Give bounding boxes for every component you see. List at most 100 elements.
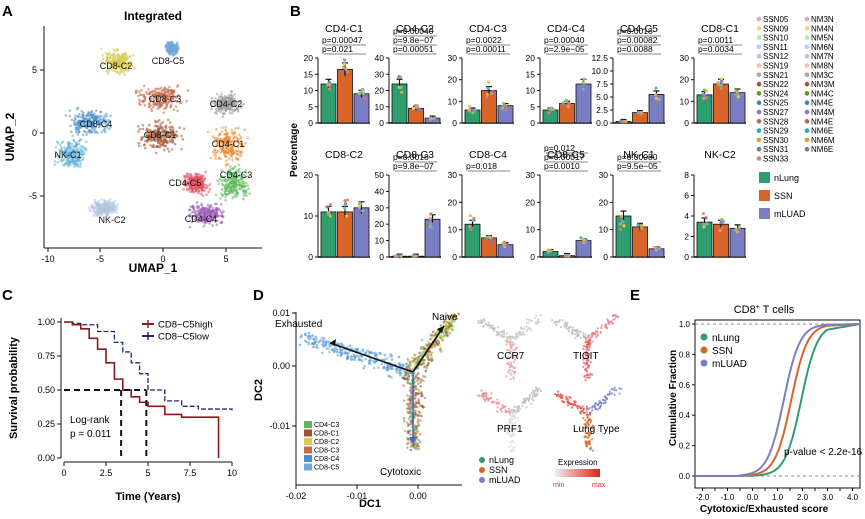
umap-point bbox=[218, 95, 221, 98]
bar-sample-dot bbox=[468, 214, 473, 218]
traj-point bbox=[448, 331, 452, 335]
feature-point bbox=[523, 327, 526, 330]
umap-point bbox=[233, 97, 236, 101]
umap-point bbox=[68, 114, 71, 118]
umap-point bbox=[160, 101, 164, 105]
umap-point bbox=[126, 57, 129, 60]
traj-point bbox=[312, 341, 315, 345]
bar bbox=[337, 68, 353, 124]
bar-y-tick-label: 0 bbox=[452, 118, 457, 128]
feature-point bbox=[587, 342, 590, 345]
sample-legend-dot bbox=[804, 35, 810, 40]
umap-point bbox=[172, 108, 176, 112]
umap-point bbox=[235, 184, 238, 187]
feature-point bbox=[592, 331, 595, 335]
umap-cluster-label: NK-C2 bbox=[98, 215, 125, 225]
umap-point bbox=[166, 40, 169, 44]
panel-c-letter: C bbox=[2, 287, 13, 304]
bar-y-tick-label: 0 bbox=[530, 118, 535, 128]
traj-point bbox=[417, 438, 420, 442]
umap-point bbox=[115, 205, 119, 209]
ecdf-x-tick-label: -2.0 bbox=[696, 493, 710, 502]
feature-point bbox=[586, 361, 589, 365]
traj-point bbox=[330, 348, 334, 351]
traj-point bbox=[429, 334, 433, 337]
umap-point bbox=[176, 109, 179, 113]
umap-point bbox=[169, 44, 172, 47]
panel-a-letter: A bbox=[2, 3, 13, 20]
feature-point bbox=[586, 416, 589, 419]
bar-sample-dot bbox=[485, 235, 489, 239]
umap-point bbox=[163, 86, 166, 90]
umap-point bbox=[118, 56, 121, 59]
group-legend-label: SSN bbox=[774, 191, 793, 201]
traj-point bbox=[364, 357, 367, 361]
feature-point bbox=[565, 325, 568, 328]
umap-point bbox=[236, 153, 240, 156]
umap-point bbox=[172, 90, 175, 94]
bar-sample-dot bbox=[579, 236, 583, 240]
umap-x-tick-label: -10 bbox=[41, 254, 54, 264]
umap-cluster-label: CD8-C4 bbox=[80, 119, 113, 129]
feature-point bbox=[591, 409, 594, 412]
bar-sample-dot bbox=[431, 222, 435, 226]
umap-point bbox=[112, 48, 116, 52]
bar-sample-dot bbox=[734, 93, 738, 97]
bar-sample-dot bbox=[504, 107, 508, 111]
umap-point bbox=[224, 198, 227, 202]
feature-point bbox=[510, 373, 513, 376]
feature-point bbox=[579, 336, 582, 339]
bar-sample-dot bbox=[417, 107, 422, 111]
sample-legend-dot bbox=[756, 16, 762, 22]
umap-point bbox=[113, 204, 116, 208]
feature-point bbox=[559, 393, 563, 396]
bar-pvalue: p=0.00051 bbox=[393, 44, 434, 54]
umap-point bbox=[56, 161, 60, 164]
traj-point bbox=[423, 365, 426, 369]
umap-point bbox=[225, 95, 229, 99]
umap-point bbox=[244, 189, 248, 192]
umap-point bbox=[248, 192, 251, 195]
traj-x-tick-label: 0.00 bbox=[409, 491, 427, 501]
bar-sample-dot bbox=[358, 209, 362, 213]
feature-point bbox=[480, 321, 484, 324]
umap-y-label: UMAP_2 bbox=[3, 112, 17, 161]
umap-point bbox=[226, 132, 229, 135]
traj-point bbox=[413, 353, 416, 357]
umap-point bbox=[224, 109, 228, 113]
bar-sample-dot bbox=[429, 225, 433, 230]
traj-point bbox=[320, 351, 324, 355]
traj-point bbox=[417, 389, 421, 392]
traj-point bbox=[402, 376, 405, 380]
umap-point bbox=[246, 136, 249, 140]
traj-point bbox=[383, 353, 387, 357]
bar-y-tick-label: 40 bbox=[375, 186, 385, 196]
feature-point bbox=[497, 331, 501, 334]
feature-point bbox=[528, 394, 532, 397]
umap-point bbox=[209, 156, 212, 160]
feature-point bbox=[589, 446, 592, 449]
umap-point bbox=[230, 129, 234, 132]
sample-legend-dot bbox=[756, 35, 762, 40]
umap-point bbox=[166, 50, 170, 54]
umap-point bbox=[226, 193, 229, 196]
umap-point bbox=[242, 194, 246, 197]
bar-sample-dot bbox=[564, 254, 568, 258]
bar-y-tick-label: 0 bbox=[379, 252, 384, 262]
traj-point bbox=[340, 348, 343, 352]
feature-point bbox=[570, 331, 573, 334]
umap-point bbox=[148, 123, 151, 127]
bar-sample-dot bbox=[702, 88, 706, 92]
umap-point bbox=[182, 188, 185, 191]
umap-point bbox=[211, 135, 215, 138]
umap-point bbox=[143, 95, 147, 99]
umap-point bbox=[96, 209, 99, 212]
umap-point bbox=[116, 57, 119, 61]
umap-point bbox=[186, 89, 190, 92]
bar-sample-dot bbox=[735, 90, 740, 94]
traj-point bbox=[406, 357, 409, 361]
umap-point bbox=[174, 105, 178, 108]
feature-point bbox=[511, 440, 514, 443]
umap-point bbox=[246, 184, 250, 188]
